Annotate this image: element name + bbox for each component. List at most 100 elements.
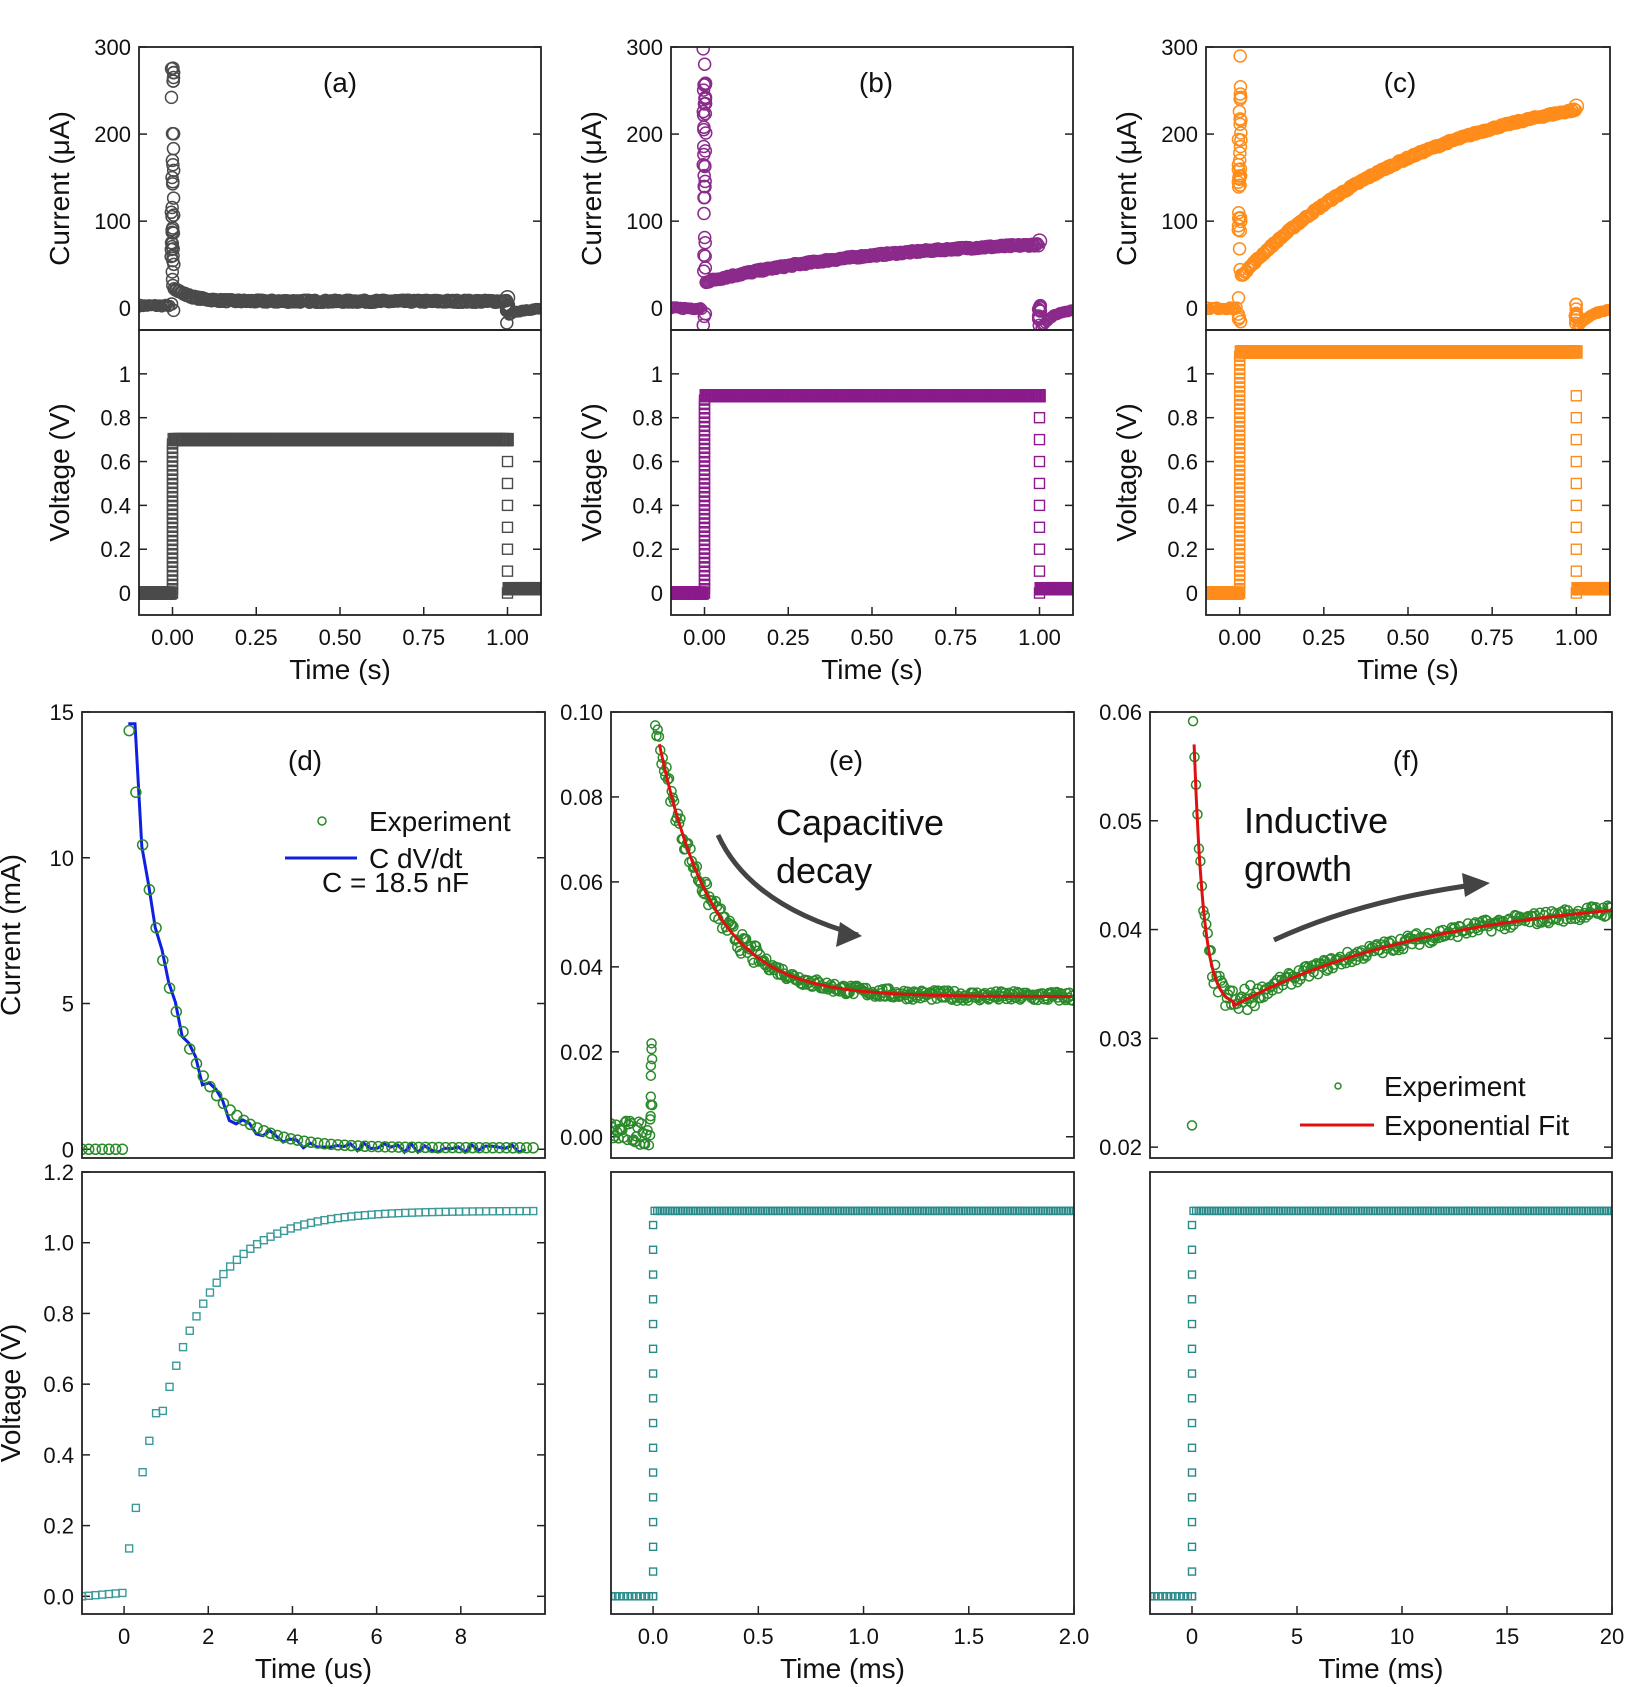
data-point: [158, 1406, 168, 1416]
data-point: [1353, 1206, 1363, 1216]
data-point: [481, 1207, 491, 1216]
data-point: [1020, 1206, 1030, 1216]
data-point: [1479, 1206, 1488, 1216]
data-point: [1443, 1206, 1452, 1216]
data-point: [1191, 1206, 1201, 1216]
data-point: [1453, 1206, 1463, 1216]
data-points: [1150, 1206, 1612, 1601]
data-point: [374, 1210, 383, 1219]
data-point: [843, 1206, 852, 1216]
data-point: [650, 1206, 659, 1216]
data-point: [946, 1206, 955, 1216]
data-point: [164, 299, 176, 312]
data-point: [735, 1206, 744, 1216]
data-point: [1603, 304, 1610, 316]
data-point: [748, 1206, 757, 1216]
y-tick-label: 0.4: [1167, 493, 1198, 518]
data-point: [941, 1206, 950, 1216]
data-point: [683, 1206, 693, 1216]
x-axis-title: Time (us): [255, 1653, 372, 1684]
data-point: [1456, 1206, 1465, 1216]
x-tick-label: 1.0: [848, 1624, 879, 1649]
data-point: [797, 1206, 806, 1216]
data-point: [205, 1288, 215, 1297]
data-point: [1402, 1206, 1411, 1216]
data-point: [1404, 1206, 1414, 1216]
y-axis-title: Current (μA): [1111, 111, 1142, 266]
data-point: [858, 1206, 868, 1216]
x-tick-label: 0.00: [683, 625, 726, 650]
data-points: [139, 61, 541, 330]
data-point: [1271, 1206, 1280, 1216]
y-tick-label: 0.2: [1167, 537, 1198, 562]
data-point: [151, 1408, 161, 1418]
data-point: [648, 1493, 658, 1502]
x-tick-label: 0.50: [1387, 625, 1430, 650]
data-point: [1592, 1206, 1601, 1216]
data-point: [320, 1215, 329, 1225]
data-point: [1570, 543, 1583, 555]
data-point: [109, 1143, 122, 1156]
legend-marker-experiment: [317, 816, 327, 826]
y-axis-title: Voltage (V): [1111, 403, 1142, 542]
data-point: [1340, 1206, 1350, 1216]
data-point: [698, 236, 712, 250]
data-point: [1204, 1206, 1214, 1216]
data-point: [104, 1589, 114, 1599]
data-point: [648, 1542, 658, 1552]
data-point: [1212, 1206, 1221, 1216]
data-point: [124, 1544, 134, 1553]
x-tick-label: 4: [286, 1624, 298, 1649]
data-point: [1066, 304, 1073, 316]
data-point: [421, 1208, 430, 1217]
data-point: [1187, 1270, 1197, 1279]
data-point: [717, 1206, 726, 1216]
data-point: [745, 940, 757, 952]
data-point: [406, 1141, 418, 1154]
data-point: [1371, 1206, 1380, 1216]
data-point: [989, 1206, 999, 1216]
data-point: [648, 1468, 658, 1477]
data-point: [414, 1208, 423, 1217]
data-point: [1327, 1206, 1337, 1216]
data-point: [1025, 1206, 1035, 1216]
data-point: [668, 1206, 677, 1216]
data-point: [979, 1206, 989, 1216]
data-point: [696, 47, 710, 56]
data-point: [501, 565, 514, 577]
data-point: [1410, 1206, 1419, 1216]
data-point: [1170, 1592, 1180, 1601]
data-point: [725, 1206, 734, 1216]
data-point: [453, 1141, 465, 1154]
data-point: [653, 731, 665, 742]
data-points: [82, 722, 539, 1156]
plot-frame: [1149, 711, 1613, 1159]
data-point: [1492, 915, 1503, 927]
data-point: [1232, 153, 1247, 168]
data-point: [1033, 1206, 1043, 1216]
data-point: [1420, 1206, 1429, 1216]
data-point: [768, 1206, 778, 1216]
data-point: [698, 77, 713, 92]
data-point: [475, 1207, 484, 1216]
data-point: [892, 1206, 901, 1216]
data-point: [1348, 1206, 1357, 1216]
y-tick-label: 0.8: [100, 406, 131, 431]
data-point: [995, 1206, 1004, 1216]
y-tick-label: 0: [651, 581, 663, 606]
data-point: [1417, 1206, 1427, 1216]
panel-b-voltage: 0 0.2 0.4 0.6 0.8 1 0.00 0.25 0.50 0.75 1.00 Voltag…: [576, 329, 1074, 685]
data-point: [1435, 1206, 1445, 1216]
data-point: [1535, 1206, 1545, 1216]
panel-label: (f): [1393, 745, 1419, 776]
data-point: [619, 1592, 628, 1601]
data-point: [480, 1141, 492, 1154]
data-point: [935, 1206, 945, 1216]
data-point: [697, 57, 712, 71]
data-point: [318, 1138, 331, 1150]
data-point: [646, 1043, 657, 1055]
data-point: [501, 521, 514, 534]
data-point: [648, 1517, 658, 1527]
data-point: [164, 297, 179, 311]
data-point: [1217, 1206, 1226, 1216]
